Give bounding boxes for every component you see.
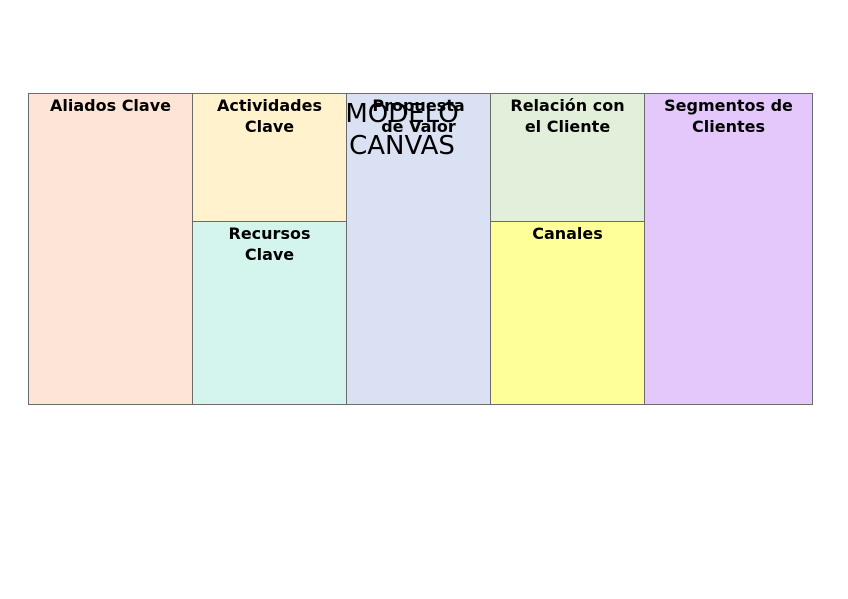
label-line: Actividades [217,96,322,115]
box-label: Propuesta de Valor [347,95,490,137]
label-line: Relación con [510,96,625,115]
box-label: Segmentos de Clientes [645,95,812,137]
box-label: Actividades Clave [193,95,346,137]
box-label: Recursos Clave [193,223,346,265]
box-label: Canales [491,223,644,244]
box-label: Relación con el Cliente [491,95,644,137]
title: MODELO CANVAS [302,98,502,162]
label-line: Propuesta [372,96,465,115]
label-line: Aliados Clave [50,96,171,115]
label-line: Segmentos de [664,96,793,115]
key-resources-box: Recursos Clave [192,221,347,405]
box-label: Aliados Clave [29,95,192,116]
label-line: Clave [244,245,295,264]
title-line: MODELO [345,99,459,129]
key-activities-box: Actividades Clave [192,93,347,222]
label-line: de Valor [381,117,456,136]
title-line: CANVAS [349,131,455,161]
label-line: Canales [532,224,603,243]
label-line: Clave [244,117,295,136]
key-partners-box: Aliados Clave [28,93,193,405]
customer-relationship-box: Relación con el Cliente [490,93,645,222]
label-line: Recursos [228,224,311,243]
customer-segments-box: Segmentos de Clientes [644,93,813,405]
channels-box: Canales [490,221,645,405]
label-line: Clientes [692,117,765,136]
label-line: el Cliente [524,117,611,136]
